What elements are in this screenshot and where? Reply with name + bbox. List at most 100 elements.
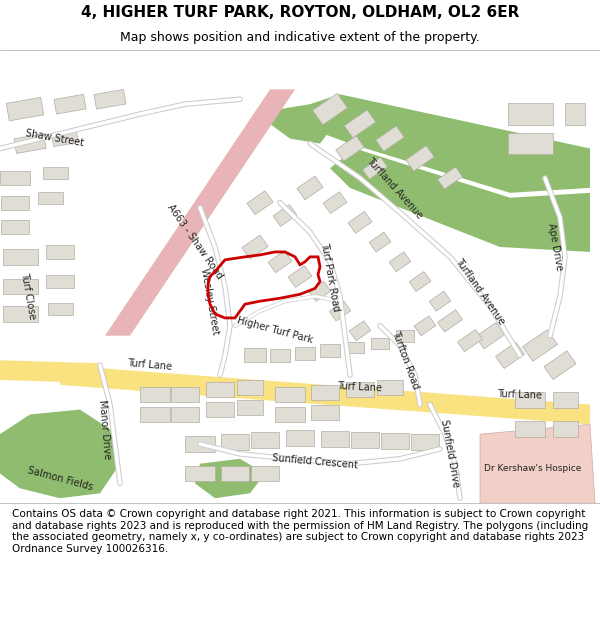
Bar <box>275 388 305 402</box>
Bar <box>206 382 234 398</box>
Bar <box>544 351 576 379</box>
Bar <box>311 386 339 400</box>
Bar <box>242 235 268 259</box>
Text: Shaw Street: Shaw Street <box>25 129 85 149</box>
Bar <box>273 204 297 226</box>
Bar <box>297 176 323 200</box>
Text: Turf Close: Turf Close <box>19 272 37 321</box>
Polygon shape <box>480 424 595 503</box>
Bar <box>381 433 409 449</box>
Bar <box>320 344 340 357</box>
Bar <box>1 196 29 209</box>
Bar <box>247 191 273 214</box>
Bar <box>268 251 292 272</box>
Text: Turfland Avenue: Turfland Avenue <box>454 256 506 326</box>
Bar <box>251 466 279 481</box>
Bar <box>221 434 249 450</box>
Bar <box>329 301 351 321</box>
Bar <box>346 382 374 398</box>
Bar <box>349 321 371 341</box>
Bar <box>458 329 482 352</box>
Polygon shape <box>195 459 265 498</box>
Text: Higher Turf Park: Higher Turf Park <box>236 316 314 346</box>
Bar <box>371 338 389 349</box>
Bar <box>523 330 557 361</box>
Bar <box>251 432 279 448</box>
Bar <box>321 431 349 447</box>
Bar <box>437 310 463 332</box>
Bar <box>0 171 30 186</box>
Text: Turfton Road: Turfton Road <box>390 329 420 391</box>
Text: Sunfield Crescent: Sunfield Crescent <box>272 453 358 471</box>
Bar <box>313 93 347 125</box>
Bar <box>94 89 126 109</box>
Text: 4, HIGHER TURF PARK, ROYTON, OLDHAM, OL2 6ER: 4, HIGHER TURF PARK, ROYTON, OLDHAM, OL2… <box>81 5 519 20</box>
Text: Dr Kershaw's Hospice: Dr Kershaw's Hospice <box>484 464 581 473</box>
Bar <box>396 330 414 342</box>
Bar <box>475 322 505 349</box>
Bar <box>221 466 249 481</box>
Bar <box>508 132 553 154</box>
Polygon shape <box>330 149 590 252</box>
Bar <box>336 136 364 161</box>
Bar <box>270 349 290 362</box>
Bar <box>348 211 372 233</box>
Bar <box>185 436 215 452</box>
Bar <box>288 266 312 288</box>
Polygon shape <box>310 94 590 193</box>
Text: Salmon Fields: Salmon Fields <box>26 465 94 492</box>
Polygon shape <box>60 365 590 424</box>
Bar <box>275 407 305 422</box>
Text: Sunfield Drive: Sunfield Drive <box>439 419 461 489</box>
Bar <box>140 388 170 402</box>
Text: Ape Drive: Ape Drive <box>546 222 564 272</box>
Bar <box>286 430 314 446</box>
Bar <box>244 349 266 362</box>
Bar <box>553 421 577 437</box>
Bar <box>185 466 215 481</box>
Bar <box>309 281 331 301</box>
Polygon shape <box>105 89 295 336</box>
Bar <box>351 432 379 448</box>
Bar <box>6 98 44 121</box>
Text: Wesley Street: Wesley Street <box>199 267 221 335</box>
Bar <box>376 126 404 151</box>
Bar <box>14 134 46 153</box>
Bar <box>377 381 403 395</box>
Text: Turf Lane: Turf Lane <box>337 381 383 393</box>
Bar <box>437 167 463 189</box>
Bar <box>171 407 199 422</box>
Bar <box>140 407 170 422</box>
Text: Manor Drive: Manor Drive <box>97 399 113 459</box>
Text: Turf Park Road: Turf Park Road <box>319 241 341 312</box>
Text: Turfland Avenue: Turfland Avenue <box>365 156 425 221</box>
Bar <box>565 103 585 125</box>
Bar <box>46 274 74 288</box>
Bar <box>54 94 86 114</box>
Polygon shape <box>270 104 335 144</box>
Bar <box>37 192 62 204</box>
Bar <box>1 221 29 234</box>
Bar <box>429 291 451 311</box>
Bar <box>295 347 315 360</box>
Bar <box>411 434 439 450</box>
Bar <box>2 306 37 322</box>
Bar <box>46 245 74 259</box>
Bar <box>406 146 434 171</box>
Bar <box>553 392 577 408</box>
Bar <box>369 232 391 252</box>
Bar <box>508 103 553 125</box>
Text: Map shows position and indicative extent of the property.: Map shows position and indicative extent… <box>120 31 480 44</box>
Text: Turf Lane: Turf Lane <box>127 358 173 372</box>
Bar <box>47 303 73 315</box>
Bar <box>323 192 347 214</box>
Text: A663 - Shaw Road: A663 - Shaw Road <box>166 203 224 281</box>
Bar <box>52 131 79 147</box>
Bar <box>362 157 388 179</box>
Bar <box>389 252 411 272</box>
Bar <box>237 400 263 415</box>
Polygon shape <box>0 409 120 498</box>
Bar <box>515 392 545 408</box>
Text: Turf Lane: Turf Lane <box>497 389 542 401</box>
Bar <box>414 316 436 336</box>
